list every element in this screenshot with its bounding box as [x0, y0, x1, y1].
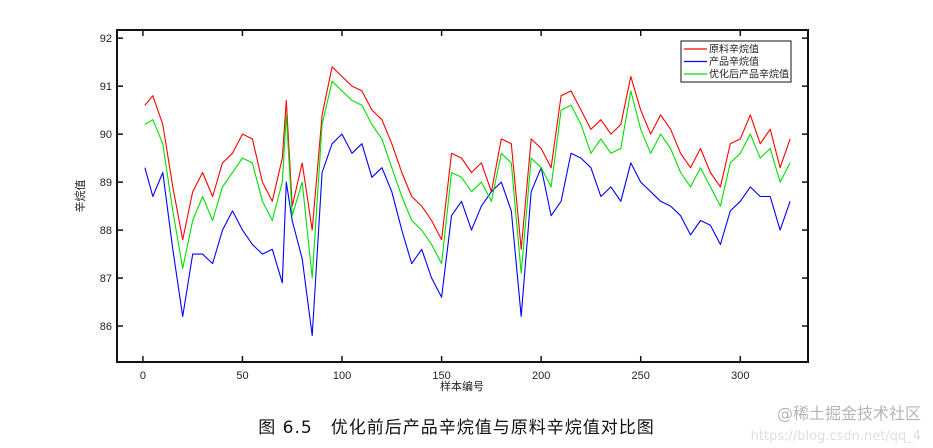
legend-label-1: 原料辛烷值	[709, 43, 759, 56]
x-tick-label: 150	[432, 370, 450, 382]
y-tick-label: 87	[100, 273, 112, 285]
y-tick-label: 92	[100, 33, 112, 45]
y-tick-label: 86	[100, 321, 112, 333]
x-tick-label: 50	[236, 370, 248, 382]
watermark-url: https://blog.csdn.net/qq_4	[750, 429, 921, 444]
y-tick-label: 89	[100, 177, 112, 189]
x-tick-label: 300	[731, 370, 749, 382]
y-tick-label: 91	[100, 81, 112, 93]
legend-label-3: 优化后产品辛烷值	[709, 68, 789, 81]
figure-caption: 图 6.5 优化前后产品辛烷值与原料辛烷值对比图	[258, 418, 655, 438]
series-line-3	[144, 80, 791, 279]
y-tick-label: 90	[100, 129, 112, 141]
plot-frame	[116, 29, 809, 363]
y-axis-label: 辛烷值	[73, 180, 87, 213]
series-layer	[144, 66, 791, 337]
x-axis-label: 样本编号	[440, 379, 484, 393]
x-tick-label: 0	[140, 370, 146, 382]
x-tick-label: 200	[532, 370, 550, 382]
watermark: @稀土掘金技术社区	[776, 404, 921, 423]
x-tick-label: 100	[333, 370, 351, 382]
ticks-layer: 0 50 100 150 200 250 300 86 87 88 89 90 91 92	[100, 30, 808, 382]
series-line-2	[144, 133, 791, 337]
series-line-1	[144, 66, 791, 250]
legend-label-2: 产品辛烷值	[709, 55, 759, 68]
y-tick-label: 88	[100, 225, 112, 237]
x-tick-label: 250	[632, 370, 650, 382]
